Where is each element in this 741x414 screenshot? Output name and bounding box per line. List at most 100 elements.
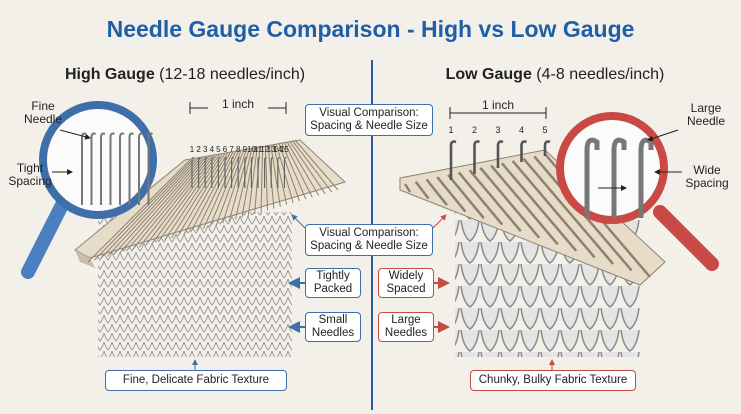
needle-number: 3: [203, 145, 208, 154]
needle-number: 4: [519, 125, 524, 135]
needle: [270, 157, 274, 188]
bed-groove: [183, 152, 231, 235]
heading-range: (4-8 needles/inch): [536, 66, 665, 83]
needle-number: 2: [196, 145, 201, 154]
bed-groove: [196, 151, 237, 231]
bed-groove: [278, 142, 301, 202]
needle: [277, 157, 281, 188]
needle-number: 7: [229, 145, 234, 154]
needle-label: Fine Needle: [23, 99, 63, 126]
needle: [244, 157, 248, 188]
needle: [250, 157, 254, 188]
bed-groove: [202, 150, 239, 229]
needle: [264, 157, 267, 188]
needle: [473, 140, 480, 174]
bed-groove: [294, 139, 339, 191]
bed-groove: [126, 156, 207, 252]
lens-needle: [128, 132, 134, 205]
magnifier-handle: [21, 198, 69, 279]
bed-groove: [247, 147, 258, 216]
bed-groove: [215, 149, 245, 226]
needle-number: 6: [223, 145, 228, 154]
bed-groove: [106, 158, 199, 257]
needle-number: 9: [243, 145, 248, 154]
needle-number: 5: [542, 125, 547, 135]
bed-groove: [289, 140, 326, 194]
needle: [496, 140, 504, 168]
needle-number: 5: [216, 145, 221, 154]
heading-name: High Gauge: [64, 66, 155, 83]
heading: High Gauge (12-18 needles/inch): [20, 66, 350, 84]
heading-range: (12-18 needles/inch): [159, 66, 306, 83]
needle: [231, 157, 234, 188]
comparison-callout: Visual Comparison: Spacing & Needle Size: [305, 224, 433, 256]
bed-groove: [457, 171, 504, 226]
inch-label: 1 inch: [208, 98, 268, 111]
bed-groove: [425, 178, 448, 206]
bed-groove: [119, 157, 204, 254]
bed-groove: [87, 159, 191, 263]
needle-number: 1: [448, 125, 453, 135]
needle: [520, 140, 527, 162]
bed-groove: [113, 157, 202, 255]
needle-number: 8: [236, 145, 241, 154]
bed-groove: [281, 142, 307, 200]
needle: [224, 157, 228, 188]
lens-needle: [138, 132, 144, 205]
bed-groove: [272, 143, 288, 205]
bed-groove: [234, 148, 253, 220]
arrow: [291, 214, 306, 229]
bed-groove: [190, 151, 234, 233]
bed-groove: [500, 162, 578, 252]
bed-groove: [264, 145, 268, 211]
needle-number: 3: [495, 125, 500, 135]
lens-needle: [109, 132, 115, 205]
lens-needle: [81, 132, 87, 205]
bed-groove: [145, 155, 215, 246]
needle: [449, 140, 457, 180]
needle: [543, 140, 551, 156]
needle-number: 12: [260, 145, 269, 154]
bed-groove: [468, 169, 522, 233]
bed-groove: [511, 160, 596, 259]
bed-groove: [94, 159, 194, 261]
needle-label: Large Needle: [686, 101, 726, 128]
bed-groove: [490, 164, 559, 246]
bed-edge: [75, 250, 95, 268]
needle: [198, 157, 201, 188]
bed-groove: [291, 140, 332, 193]
spacing-label: Wide Spacing: [685, 163, 729, 190]
bed-groove: [447, 173, 485, 219]
bed-groove: [286, 141, 320, 196]
lens-needle: [584, 137, 600, 218]
needle: [191, 157, 195, 188]
needle-number: 11: [254, 145, 263, 154]
bed-groove: [170, 153, 226, 239]
comparison-callout: Visual Comparison: Spacing & Needle Size: [305, 104, 433, 136]
magnifier-handle: [653, 205, 719, 271]
lens-needle: [90, 132, 96, 205]
needle-number: 14: [273, 145, 282, 154]
needle: [211, 157, 215, 188]
bed-groove: [164, 153, 223, 241]
bed-groove: [228, 148, 250, 222]
bed-groove: [479, 167, 541, 239]
needle-number: 2: [472, 125, 477, 135]
callout: Tightly Packed: [305, 268, 361, 298]
lens-needle: [638, 137, 654, 218]
needle-number: 13: [267, 145, 276, 154]
needle: [257, 157, 261, 188]
heading: Low Gauge (4-8 needles/inch): [390, 66, 720, 84]
lens-needle: [119, 132, 125, 205]
inch-label: 1 inch: [468, 99, 528, 112]
bed-groove: [209, 150, 242, 228]
callout: Large Needles: [378, 312, 434, 342]
bed-groove: [436, 176, 467, 213]
bed-groove: [100, 158, 196, 259]
bed-groove: [222, 149, 248, 224]
needle-number: 1: [190, 145, 195, 154]
arrow: [59, 129, 91, 140]
needle: [217, 157, 221, 188]
